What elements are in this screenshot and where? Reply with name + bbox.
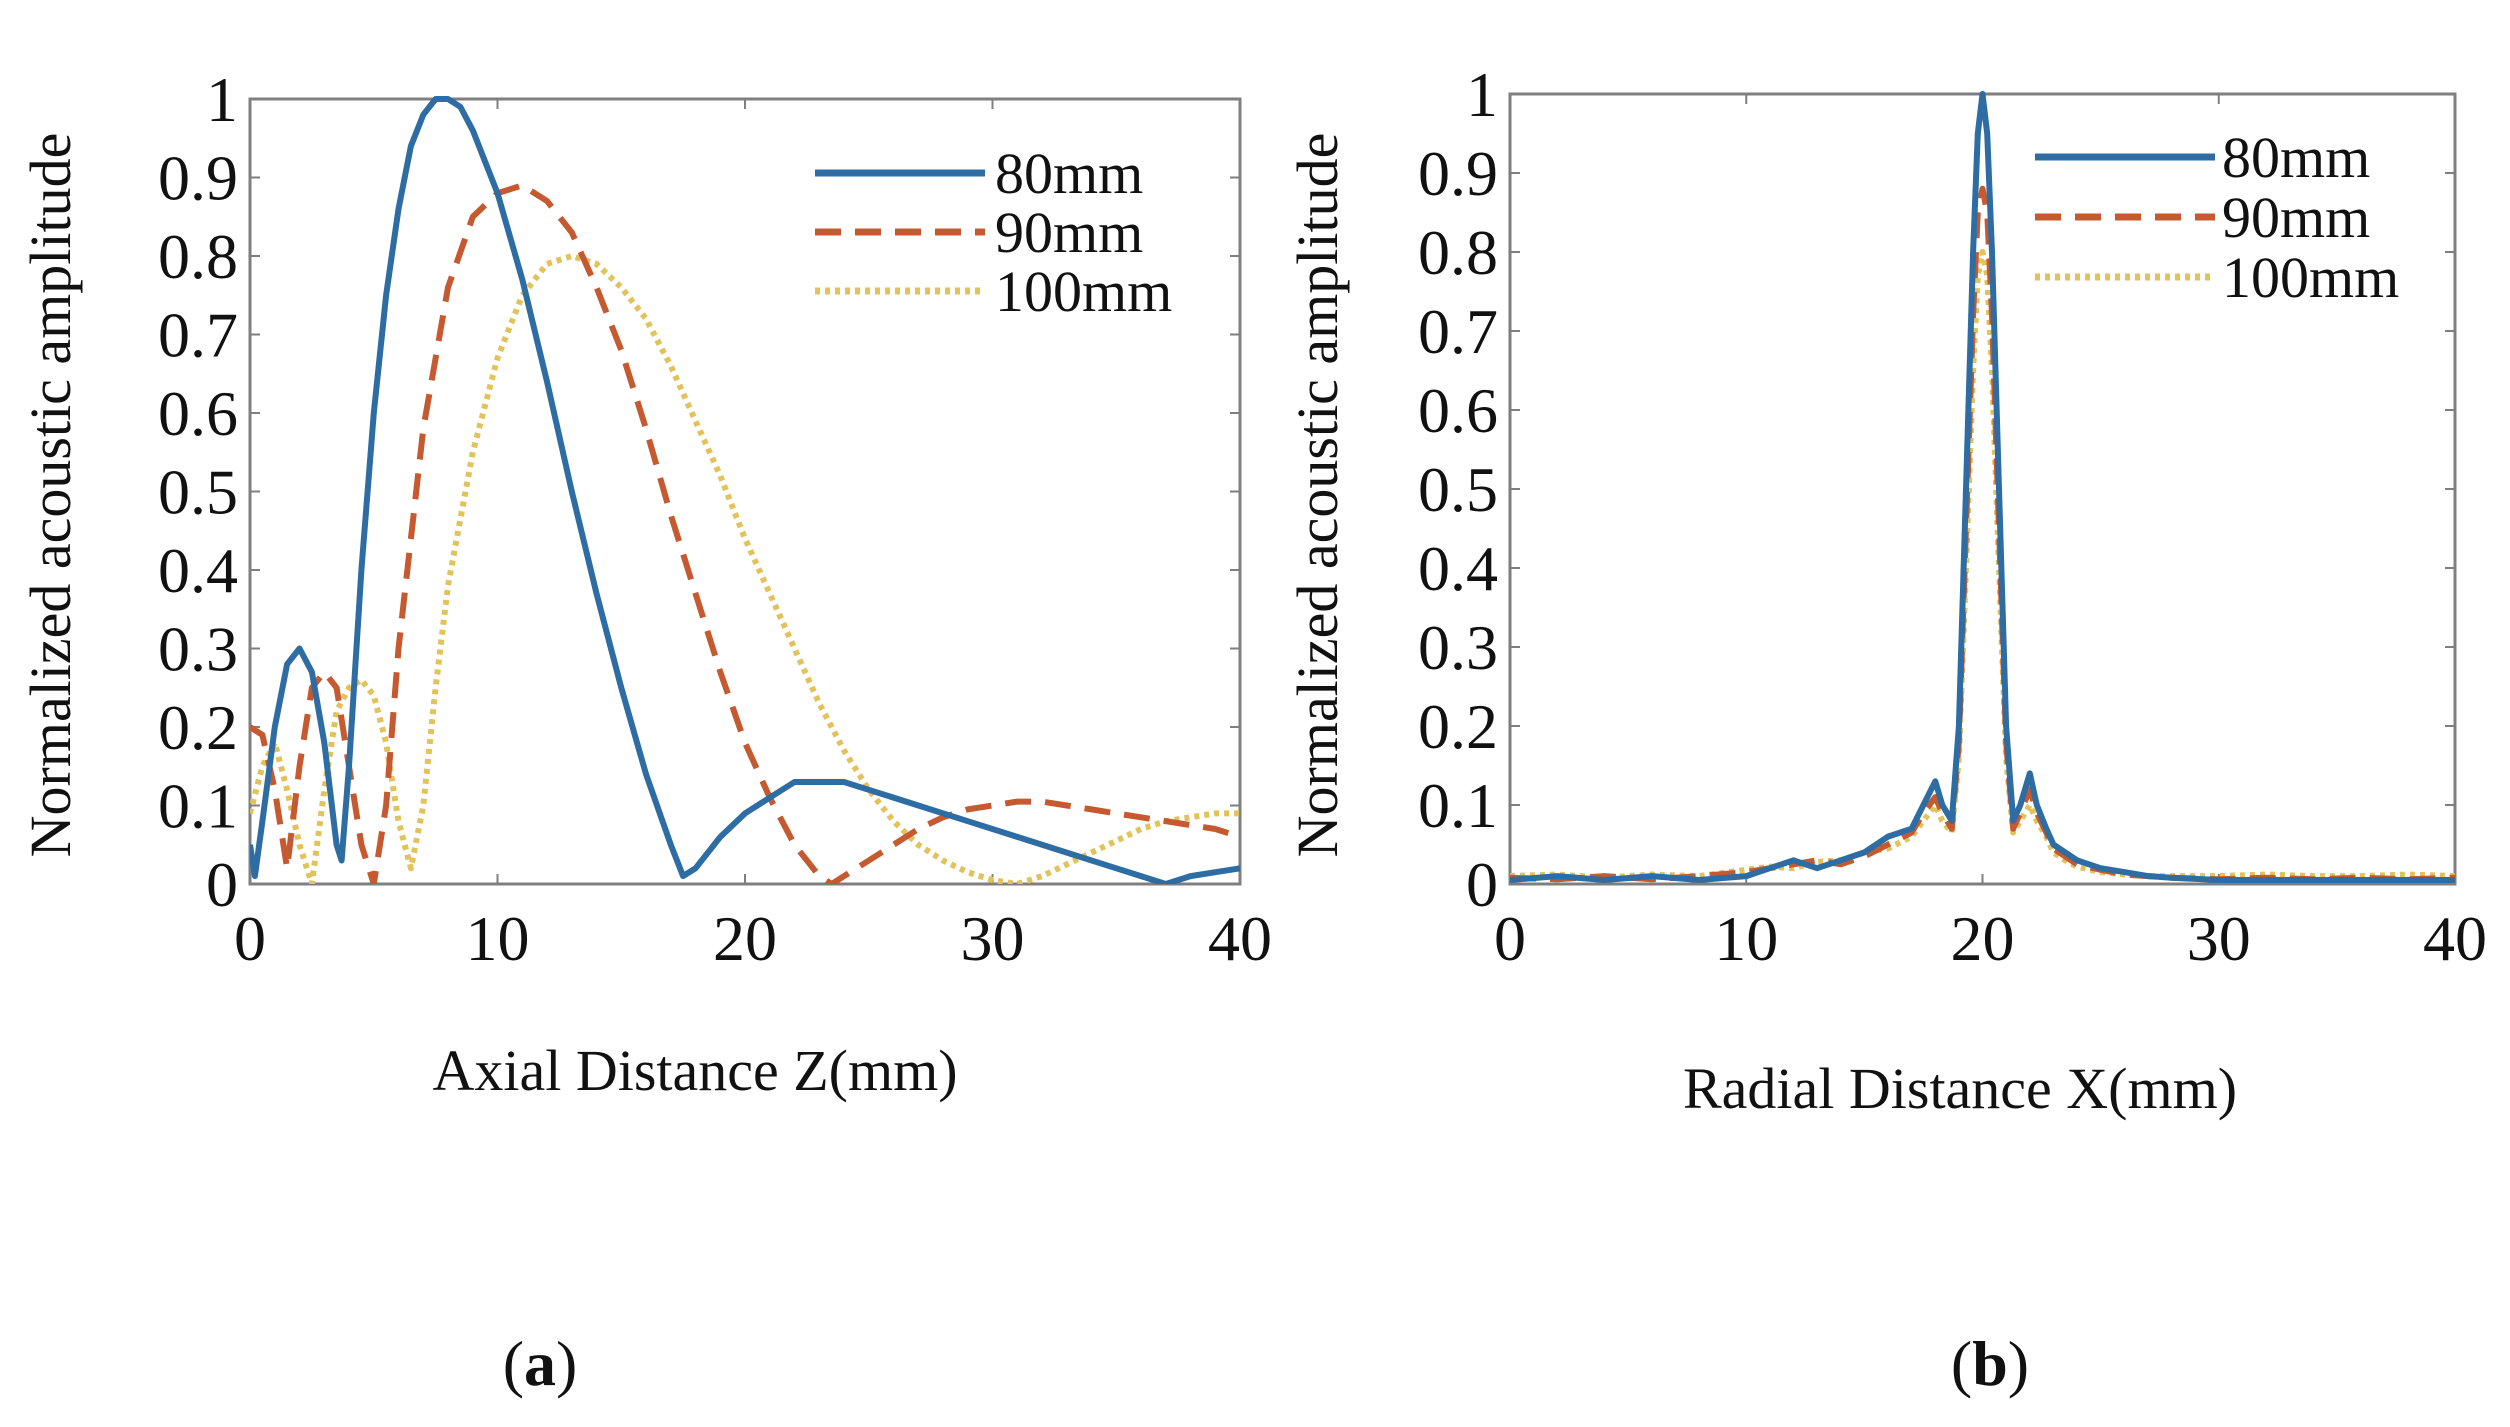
y-tick-label: 0.7 bbox=[1418, 296, 1498, 367]
series-line-100mm bbox=[250, 253, 1240, 884]
y-tick-label: 0.2 bbox=[158, 692, 238, 763]
series-line-80mm bbox=[250, 96, 1240, 884]
caption-close: ) bbox=[556, 1328, 577, 1399]
y-tick-label: 0.5 bbox=[1418, 454, 1498, 525]
legend-label: 90mm bbox=[2222, 185, 2370, 250]
y-tick-label: 0.4 bbox=[158, 535, 238, 606]
x-tick-label: 10 bbox=[1714, 903, 1778, 974]
y-tick-label: 0.3 bbox=[1418, 612, 1498, 683]
x-tick-label: 10 bbox=[466, 903, 530, 974]
y-tick-label: 0.2 bbox=[1418, 691, 1498, 762]
y-tick-label: 0.5 bbox=[158, 457, 238, 528]
panel-b: 00.10.20.30.40.50.60.70.80.910 10 20 30 4080… bbox=[1285, 59, 2487, 1399]
y-tick-label: 0.7 bbox=[158, 300, 238, 371]
legend-label: 90mm bbox=[995, 200, 1143, 265]
y-axis-label: Normalized acoustic amplitude bbox=[1285, 133, 1350, 858]
series-line-90mm bbox=[250, 182, 1240, 884]
y-tick-label: 0.3 bbox=[158, 614, 238, 685]
x-tick-label: 30 bbox=[961, 903, 1025, 974]
legend-label: 100mm bbox=[2222, 245, 2399, 310]
caption-letter: a bbox=[524, 1328, 556, 1399]
y-tick-label: 0.4 bbox=[1418, 533, 1498, 604]
caption-letter: b bbox=[1972, 1328, 2008, 1399]
y-tick-label: 1 bbox=[1466, 59, 1498, 130]
legend-label: 100mm bbox=[995, 259, 1172, 324]
legend-label: 80mm bbox=[995, 141, 1143, 206]
x-axis-label: Axial Distance Z(mm) bbox=[432, 1038, 957, 1103]
series-line-80mm bbox=[1510, 91, 2455, 883]
x-tick-label: 40 bbox=[1208, 903, 1272, 974]
caption-open: ( bbox=[503, 1328, 524, 1399]
y-tick-label: 0.6 bbox=[1418, 375, 1498, 446]
panel-caption: (b) bbox=[1951, 1328, 2029, 1399]
y-tick-label: 0.1 bbox=[1418, 770, 1498, 841]
caption-close: ) bbox=[2008, 1328, 2029, 1399]
y-tick-label: 0.9 bbox=[1418, 138, 1498, 209]
x-tick-label: 0 bbox=[1494, 903, 1526, 974]
y-tick-label: 0.1 bbox=[158, 771, 238, 842]
y-axis-label: Normalized acoustic amplitude bbox=[18, 133, 83, 858]
y-tick-label: 0 bbox=[206, 849, 238, 920]
panel-caption: (a) bbox=[503, 1328, 578, 1399]
x-tick-label: 40 bbox=[2423, 903, 2487, 974]
x-tick-label: 0 bbox=[234, 903, 266, 974]
x-axis-label: Radial Distance X(mm) bbox=[1683, 1056, 2237, 1121]
y-tick-label: 0 bbox=[1466, 849, 1498, 920]
panel-a: 00.10.20.30.40.50.60.70.80.910 10 20 30 4080… bbox=[18, 64, 1272, 1399]
y-tick-label: 0.8 bbox=[1418, 217, 1498, 288]
x-tick-label: 20 bbox=[713, 903, 777, 974]
y-tick-label: 1 bbox=[206, 64, 238, 135]
y-tick-label: 0.8 bbox=[158, 221, 238, 292]
legend-label: 80mm bbox=[2222, 125, 2370, 190]
y-tick-label: 0.6 bbox=[158, 378, 238, 449]
x-tick-label: 20 bbox=[1951, 903, 2015, 974]
caption-open: ( bbox=[1951, 1328, 1972, 1399]
y-tick-label: 0.9 bbox=[158, 143, 238, 214]
x-tick-label: 30 bbox=[2187, 903, 2251, 974]
